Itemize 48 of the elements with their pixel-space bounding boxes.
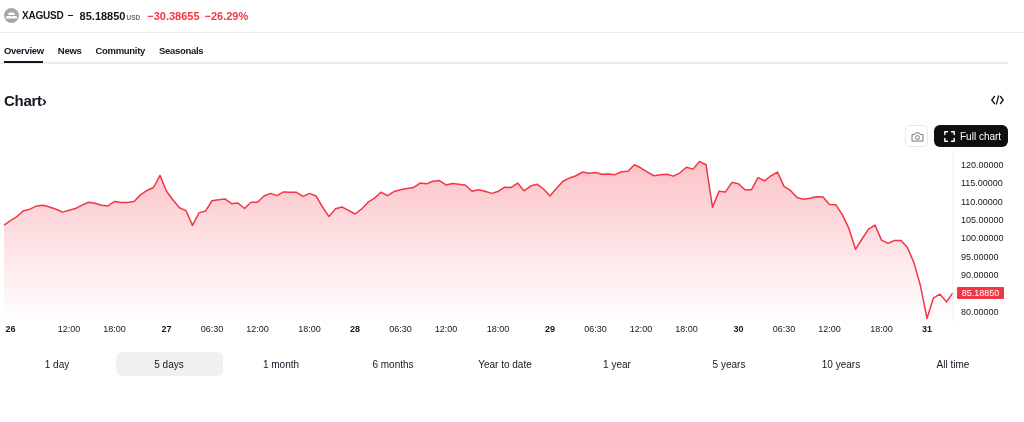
- chart-title: XAGUSD: [22, 10, 64, 21]
- x-tick-label: 12:00: [57, 324, 81, 335]
- text: 5 years: [712, 358, 746, 370]
- x-tick-label: 27: [161, 324, 172, 335]
- text: Seasonals: [159, 45, 204, 56]
- text: Community: [95, 45, 146, 56]
- x-tick-label: 06:30: [584, 324, 607, 335]
- text: All time: [936, 358, 970, 370]
- x-tick-label: 06:30: [772, 324, 796, 335]
- text: 1 month: [262, 358, 300, 370]
- x-tick-label: 18:00: [675, 324, 698, 335]
- y-tick-label: 80.00000: [961, 307, 999, 317]
- text: 85.18850: [79, 9, 126, 22]
- text: 5 days: [154, 358, 184, 370]
- x-tick-label: 12:00: [629, 324, 653, 335]
- x-tick-label: 06:30: [200, 324, 224, 335]
- x-tick-label: 26: [5, 324, 16, 335]
- x-tick-label: 18:00: [486, 324, 510, 335]
- text: 10 years: [821, 358, 861, 370]
- text: 1 year: [603, 358, 631, 370]
- full-chart-button: Full chart: [934, 125, 1008, 147]
- y-tick-label: 120.00000: [961, 159, 1004, 170]
- x-tick-label: 12:00: [434, 324, 458, 335]
- x-tick-label: 12:00: [818, 324, 841, 335]
- y-tick-label: 95.00000: [961, 251, 999, 262]
- text: 6 months: [372, 358, 414, 370]
- y-tick-label: 100.00000: [961, 233, 1004, 244]
- x-tick-label: 18:00: [103, 324, 126, 335]
- text: News: [57, 45, 82, 56]
- data-label: 85.18850: [957, 286, 1004, 299]
- text: 1 day: [44, 358, 70, 370]
- y-tick-label: 110.00000: [961, 196, 1003, 207]
- x-tick-label: 31: [921, 324, 933, 335]
- text: −26.29%: [204, 9, 249, 22]
- y-tick-label: 105.00000: [961, 215, 1004, 226]
- chart-subtitle: Chart›: [4, 92, 47, 109]
- x-tick-label: 18:00: [298, 324, 321, 335]
- x-tick-label: 12:00: [246, 324, 269, 335]
- x-tick-label: 18:00: [870, 324, 893, 335]
- y-tick-label: 115.00000: [961, 178, 1003, 189]
- x-tick-label: 30: [733, 324, 744, 335]
- y-tick-label: 90.00000: [961, 270, 999, 281]
- x-tick-label: 28: [349, 324, 361, 335]
- x-tick-label: 06:30: [389, 324, 412, 335]
- text: Overview: [4, 45, 44, 56]
- text: Year to date: [478, 358, 532, 370]
- text: −30.38655: [147, 9, 200, 22]
- x-tick-label: 29: [544, 324, 556, 335]
